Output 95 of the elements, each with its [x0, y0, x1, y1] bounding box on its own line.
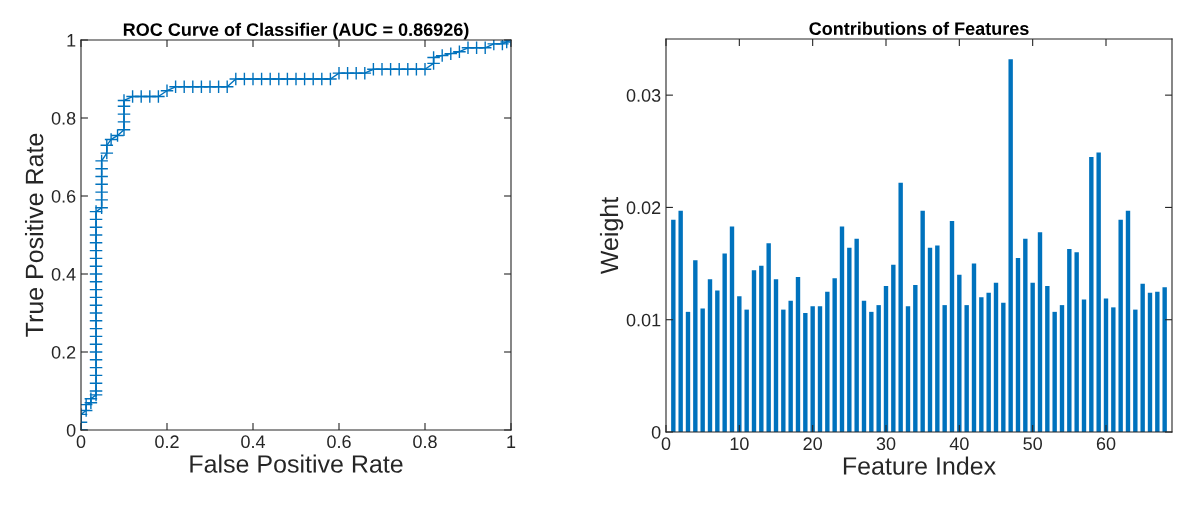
bar	[759, 265, 764, 432]
bar	[869, 311, 874, 432]
bar	[1030, 282, 1035, 432]
bar	[854, 238, 859, 432]
bar	[1089, 156, 1094, 432]
x-tick-label: 1	[507, 435, 516, 448]
bar	[964, 305, 969, 432]
bar	[993, 282, 999, 432]
bar	[1125, 210, 1131, 432]
bar	[949, 220, 955, 432]
bar	[1059, 305, 1065, 432]
bar	[935, 245, 940, 432]
bar	[1147, 292, 1153, 432]
bar	[803, 312, 808, 432]
y-tick-label: 0.03	[626, 89, 661, 102]
bar	[839, 226, 845, 432]
x-tick-label: 10	[730, 437, 749, 451]
y-tick-label: 0.6	[51, 189, 76, 203]
bar	[971, 263, 977, 432]
y-tick-label: 0.2	[51, 345, 76, 359]
bar	[1118, 219, 1123, 432]
bar	[737, 296, 742, 432]
bar	[678, 210, 683, 432]
bar	[1052, 311, 1057, 432]
y-tick-label: 0.02	[626, 201, 661, 215]
bar	[715, 290, 720, 432]
bar	[722, 253, 727, 432]
bar	[1008, 59, 1013, 432]
bar	[1015, 257, 1021, 432]
bar	[1133, 309, 1138, 432]
bar	[781, 309, 786, 432]
bar	[1096, 152, 1101, 432]
bar	[979, 297, 984, 432]
chart-title: Contributions of Features	[809, 21, 1029, 36]
bar	[942, 305, 947, 432]
bar	[788, 300, 793, 432]
bar	[729, 226, 735, 432]
bar	[766, 243, 771, 432]
y-axis-title: True Positive Rate	[24, 133, 44, 337]
y-axis-title: Weight	[599, 197, 624, 275]
bar	[707, 279, 713, 432]
bar	[913, 284, 918, 432]
x-tick-label: 0	[76, 435, 86, 449]
x-tick-label: 50	[1023, 437, 1042, 451]
bar	[898, 182, 903, 432]
x-tick-label: 0.6	[327, 435, 351, 449]
bar	[1111, 307, 1116, 432]
bar	[751, 270, 757, 432]
bar	[744, 309, 749, 432]
bar	[1155, 291, 1160, 432]
bar	[825, 291, 830, 432]
bar	[685, 311, 691, 432]
bar	[957, 274, 962, 432]
bar	[1162, 287, 1167, 432]
bar	[693, 260, 698, 432]
bar	[920, 210, 925, 432]
bar	[700, 308, 705, 432]
bar	[773, 279, 779, 432]
bar	[1074, 252, 1079, 432]
bar	[817, 306, 823, 432]
x-tick-label: 30	[876, 437, 896, 451]
x-tick-label: 0.4	[241, 435, 266, 449]
bar	[1067, 248, 1072, 432]
bar	[847, 247, 852, 432]
bar	[876, 305, 881, 432]
bar	[832, 278, 837, 432]
y-tick-label: 0.01	[626, 313, 661, 327]
bar	[1001, 302, 1006, 432]
y-tick-label: 0	[651, 425, 661, 439]
x-tick-label: 40	[949, 437, 969, 451]
y-tick-label: 0.8	[51, 111, 76, 125]
x-tick-label: 20	[803, 437, 822, 451]
bar	[1045, 286, 1050, 432]
x-tick-label: 0.8	[413, 435, 437, 449]
bar	[810, 306, 815, 432]
bar	[861, 300, 867, 432]
x-tick-label: 60	[1096, 437, 1116, 451]
x-axis-title: False Positive Rate	[190, 454, 403, 473]
bar	[891, 264, 896, 432]
bar	[671, 219, 676, 432]
bar	[795, 277, 801, 432]
bar	[1023, 238, 1028, 432]
y-tick-label: 0.4	[51, 267, 76, 281]
chart-title: ROC Curve of Classifier (AUC = 0.86926)	[123, 22, 469, 40]
bar	[1037, 232, 1043, 432]
bar	[927, 247, 933, 432]
bar	[986, 292, 991, 432]
x-axis-title: Feature Index	[843, 456, 996, 475]
bar	[905, 306, 911, 432]
bar	[1140, 283, 1145, 432]
y-tick-label: 1	[67, 34, 76, 47]
y-tick-label: 0	[66, 423, 76, 437]
x-tick-label: 0	[661, 437, 671, 451]
bar	[1081, 299, 1087, 432]
x-tick-label: 0.2	[155, 435, 179, 449]
